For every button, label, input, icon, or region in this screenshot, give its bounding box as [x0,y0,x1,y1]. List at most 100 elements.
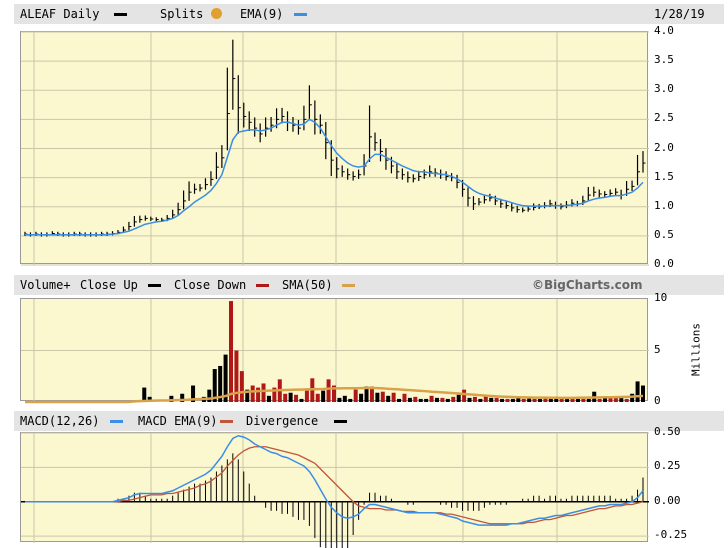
volume-bar-down [494,397,499,402]
volume-bar-up [538,398,542,402]
volume-bar-up [321,390,326,402]
volume-bar-down [597,398,602,402]
volume-bar-up [245,389,250,402]
volume-bar-down [272,387,277,402]
volume-bar-down [229,301,233,402]
macd-panel-header: MACD(12,26) MACD EMA(9) Divergence [14,411,724,431]
close-up-swatch [144,275,161,295]
y-tick-label: 10 [654,291,668,304]
volume-bar-up [619,397,624,402]
y-tick-label: 3.5 [654,53,674,67]
sma-line [25,386,644,404]
splits-icon [211,8,222,19]
volume-bar-up [467,397,472,402]
volume-bar-down [315,393,320,402]
y-tick-label: 0.25 [654,459,681,473]
volume-bar-up [223,354,228,402]
volume-bar-down [402,393,407,402]
macd-plot [20,432,649,548]
y-tick-label: 0.50 [654,425,681,438]
y-tick-label: 1.5 [654,169,674,183]
volume-bar-down [369,386,374,402]
volume-bar-up [142,387,147,402]
y-tick-label: 0.0 [654,257,674,270]
volume-bar-up [266,395,271,402]
volume-bar-down [462,389,467,402]
volume-bar-up [424,398,429,402]
volume-bar-up [516,397,521,402]
volume-bar-down [391,392,396,402]
volume-bar-up [169,395,174,402]
volume-bar-up [299,398,304,402]
volume-bar-down [332,385,336,402]
y-tick-label: 2.0 [654,140,674,154]
volume-bar-up [407,397,412,402]
close-down-swatch [252,275,269,295]
volume-panel-header: Volume+ Close Up Close Down SMA(50) ©Big… [14,275,724,295]
volume-bar-down [256,387,261,402]
volume-bar-up [548,398,553,402]
macd-swatch [106,411,123,431]
y-tick-label: 4.0 [654,24,674,37]
volume-bar-down [532,398,537,402]
volume-bar-down [304,390,309,402]
volume-bar-up [565,398,570,402]
bigcharts-watermark: ©BigCharts.com [532,278,643,292]
volume-bar-down [505,398,510,402]
volume-bar-down [559,398,564,402]
date-label: 1/28/19 [654,7,705,21]
volume-bar-up [364,386,369,402]
macd-label: MACD(12,26) [20,414,100,428]
volume-bar-down [234,350,239,402]
y-tick-label: 0.00 [654,493,681,507]
y-tick-label: 0 [654,394,661,407]
volume-label: Volume+ [20,278,71,292]
volume-bar-up [337,397,342,402]
price-chart-svg [21,31,649,266]
volume-bar-up [603,396,608,402]
symbol-label: ALEAF Daily [20,7,100,21]
volume-bar-up [375,392,380,402]
volume-bar-down [613,397,618,402]
macd-ema-swatch [216,411,233,431]
volume-bar-up [489,397,494,402]
volume-bar-up [191,385,196,402]
y-tick-label: 3.0 [654,82,674,96]
volume-bar-up [527,397,532,402]
volume-bar-up [218,365,223,402]
volume-bar-down [353,389,358,402]
volume-bar-up [207,389,212,402]
volume-bar-up [180,393,185,402]
volume-bar-down [624,398,629,402]
volume-bar-up [147,396,152,402]
volume-bar-down [521,398,526,402]
ema-line [25,118,644,236]
macd-line [25,434,644,526]
volume-bar-down [543,397,548,402]
volume-bar-up [641,385,645,402]
volume-bar-down [581,398,586,402]
y-tick-label: 0.5 [654,227,674,241]
volume-bar-up [500,398,505,402]
volume-bar-up [418,398,423,402]
volume-bar-down [239,371,244,402]
price-legend-swatch [110,4,127,24]
volume-bar-up [397,398,402,402]
splits-label: Splits [160,7,204,21]
macd-chart-svg [21,432,649,548]
volume-bar-down [250,385,255,402]
volume-bar-down [608,397,613,402]
sma-swatch [338,275,355,295]
divergence-label: Divergence [246,414,319,428]
volume-bar-down [413,396,418,402]
volume-bar-up [348,398,353,402]
volume-bar-down [283,393,288,402]
volume-bar-up [212,369,217,402]
volume-bar-up [445,398,450,402]
sma-label: SMA(50) [282,278,333,292]
volume-bar-up [586,398,591,402]
volume-bar-up [342,395,347,402]
volume-bar-up [456,394,461,402]
ema-label: EMA(9) [240,7,284,21]
volume-bar-up [478,398,483,402]
